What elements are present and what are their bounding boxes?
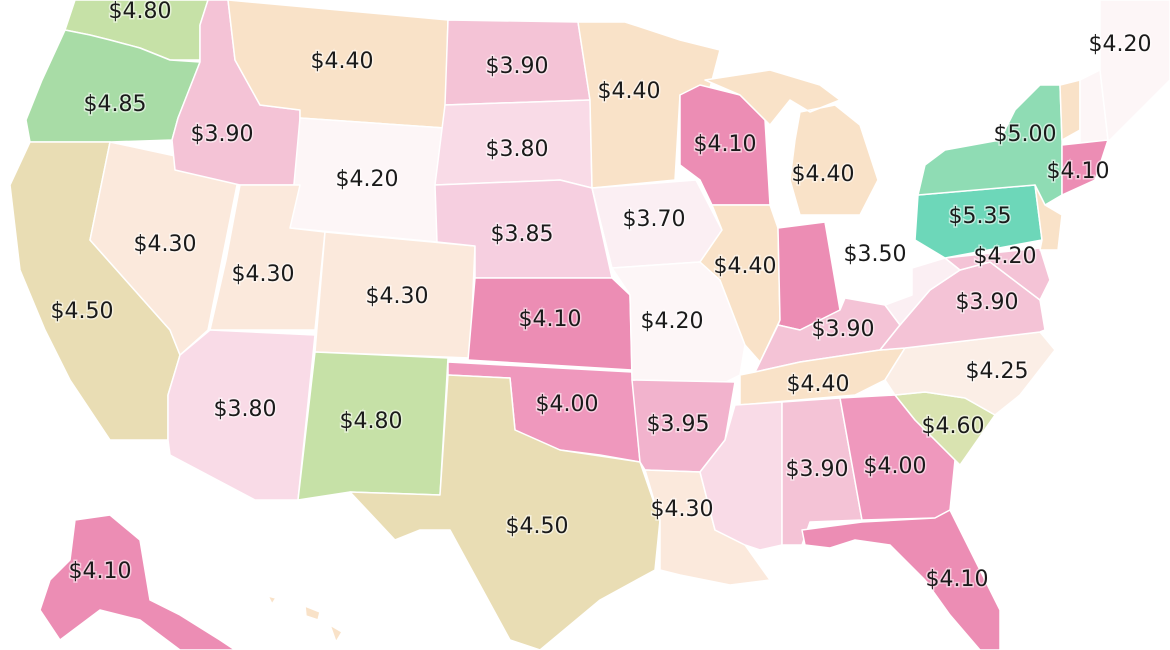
states-layer bbox=[9, 0, 1170, 650]
price-label-SD: $3.80 bbox=[486, 137, 549, 162]
price-label-NE: $3.85 bbox=[491, 222, 554, 247]
price-label-MT: $4.40 bbox=[311, 49, 374, 74]
price-label-MO: $4.20 bbox=[641, 309, 704, 334]
price-label-VA: $3.90 bbox=[956, 290, 1019, 315]
price-label-TX: $4.50 bbox=[506, 514, 569, 539]
state-NJ[interactable] bbox=[1034, 184, 1063, 251]
state-MI[interactable] bbox=[704, 69, 879, 216]
state-HI[interactable] bbox=[267, 595, 343, 643]
price-label-ND: $3.90 bbox=[486, 54, 549, 79]
state-AZ[interactable] bbox=[167, 329, 316, 501]
price-label-AL: $3.90 bbox=[786, 457, 849, 482]
price-label-GA: $4.00 bbox=[864, 454, 927, 479]
price-label-PA: $5.35 bbox=[949, 204, 1012, 229]
price-label-AZ: $3.80 bbox=[214, 397, 277, 422]
price-label-WY: $4.20 bbox=[336, 167, 399, 192]
price-label-SC: $4.60 bbox=[922, 414, 985, 439]
price-label-CO: $4.30 bbox=[366, 284, 429, 309]
state-ME[interactable] bbox=[1099, 0, 1170, 141]
price-label-NC: $4.25 bbox=[966, 359, 1029, 384]
price-label-MI: $4.40 bbox=[792, 162, 855, 187]
state-TX[interactable] bbox=[349, 374, 661, 650]
price-label-NV: $4.30 bbox=[134, 232, 197, 257]
price-label-CT: $4.10 bbox=[1047, 159, 1110, 184]
price-label-NY: $5.00 bbox=[994, 122, 1057, 147]
price-label-KS: $4.10 bbox=[519, 307, 582, 332]
price-label-IA: $3.70 bbox=[623, 207, 686, 232]
price-label-UT: $4.30 bbox=[232, 262, 295, 287]
price-label-FL: $4.10 bbox=[926, 567, 989, 592]
price-label-MD: $4.20 bbox=[974, 244, 1037, 269]
state-FL[interactable] bbox=[801, 509, 1001, 650]
price-label-WA: $4.80 bbox=[109, 0, 172, 24]
price-label-IL: $4.40 bbox=[714, 254, 777, 279]
price-label-KY: $3.90 bbox=[812, 317, 875, 342]
price-label-AK: $4.10 bbox=[69, 559, 132, 584]
state-AK[interactable] bbox=[39, 514, 236, 650]
price-label-ME: $4.20 bbox=[1089, 32, 1152, 57]
price-label-OH: $3.50 bbox=[844, 242, 907, 267]
state-VT[interactable] bbox=[1059, 79, 1081, 141]
state-NC[interactable] bbox=[884, 331, 1056, 416]
price-label-LA: $4.30 bbox=[651, 497, 714, 522]
price-label-WI: $4.10 bbox=[694, 132, 757, 157]
state-UT[interactable] bbox=[209, 184, 326, 331]
price-label-AR: $3.95 bbox=[647, 412, 710, 437]
price-label-MN: $4.40 bbox=[598, 79, 661, 104]
price-label-OR: $4.85 bbox=[84, 92, 147, 117]
price-label-ID: $3.90 bbox=[191, 122, 254, 147]
price-label-TN: $4.40 bbox=[787, 372, 850, 397]
price-label-NM: $4.80 bbox=[340, 409, 403, 434]
state-CT[interactable] bbox=[1061, 139, 1109, 196]
price-label-OK: $4.00 bbox=[536, 392, 599, 417]
price-label-CA: $4.50 bbox=[51, 299, 114, 324]
labels-layer: $4.80 $4.85 $4.50 $4.30 $3.90 $4.40 $4.2… bbox=[49, 0, 1153, 594]
state-IL[interactable] bbox=[699, 204, 781, 363]
